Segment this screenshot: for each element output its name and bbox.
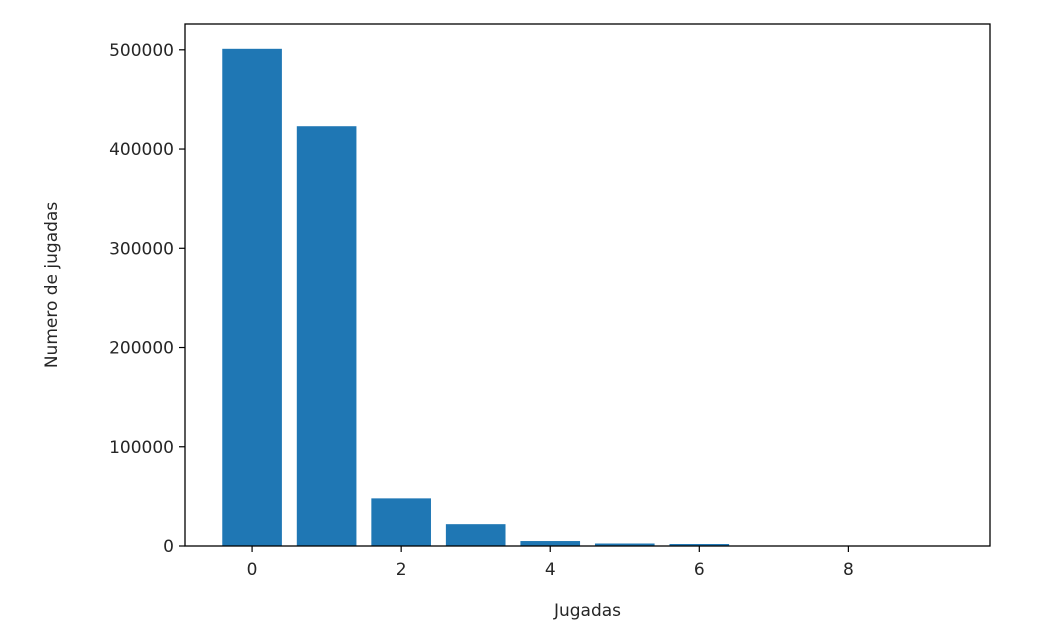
y-tick-label: 200000 xyxy=(109,339,174,359)
y-axis-label: Numero de jugadas xyxy=(42,202,62,368)
bar-6 xyxy=(669,544,730,546)
x-axis-ticks: 0 2 4 6 8 xyxy=(247,546,854,580)
x-axis-label: Jugadas xyxy=(553,601,621,621)
bars-group xyxy=(222,48,953,547)
x-tick-label: 6 xyxy=(694,560,705,580)
y-tick-label: 100000 xyxy=(109,438,174,458)
bar-3 xyxy=(445,524,506,546)
x-tick-label: 8 xyxy=(843,560,854,580)
bar-1 xyxy=(296,126,357,546)
y-axis-ticks: 0 100000 200000 300000 400000 500000 xyxy=(109,41,185,557)
x-tick-label: 4 xyxy=(545,560,556,580)
x-tick-label: 0 xyxy=(247,560,258,580)
y-tick-label: 0 xyxy=(163,537,174,557)
x-tick-label: 2 xyxy=(396,560,407,580)
plot-frame xyxy=(184,23,991,547)
bar-0 xyxy=(222,48,282,547)
bar-2 xyxy=(371,498,431,546)
y-tick-label: 400000 xyxy=(109,140,174,160)
bar-5 xyxy=(594,543,655,546)
y-tick-label: 500000 xyxy=(109,41,174,61)
y-tick-label: 300000 xyxy=(109,239,174,259)
bar-4 xyxy=(520,541,581,546)
